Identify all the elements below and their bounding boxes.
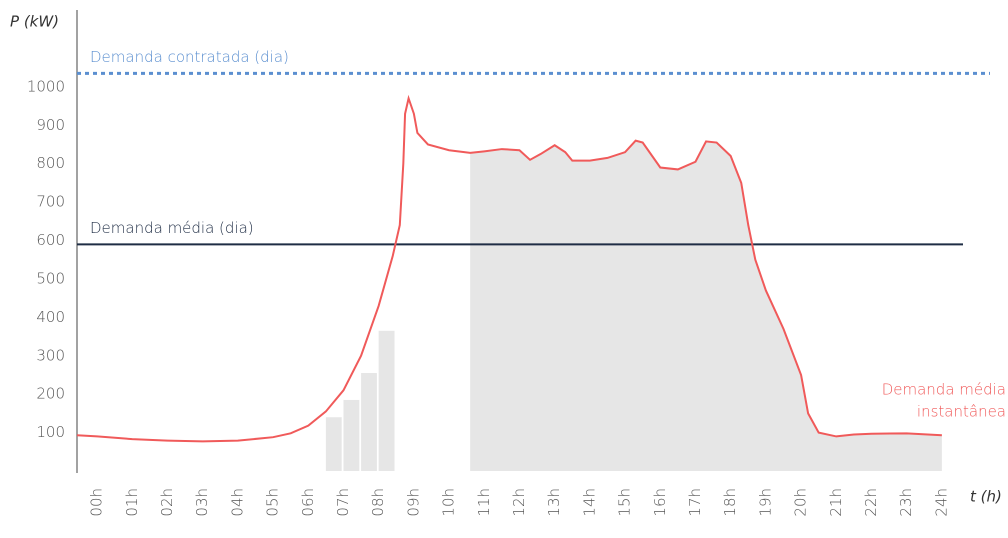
- bar: [343, 399, 360, 471]
- reference-label: Demanda média (dia): [90, 219, 254, 237]
- area: [470, 140, 942, 471]
- x-tick-label: 05h: [264, 488, 282, 517]
- y-tick-label: 600: [36, 231, 65, 249]
- x-tick-label: 12h: [510, 488, 528, 517]
- x-tick-label: 19h: [756, 488, 774, 517]
- y-tick-label: 1000: [27, 77, 65, 95]
- x-axis-label: t (h): [970, 488, 1002, 506]
- x-tick-label: 23h: [897, 488, 915, 517]
- y-tick-label: 700: [36, 193, 65, 211]
- x-tick-label: 08h: [369, 488, 387, 517]
- y-tick-label: 800: [36, 154, 65, 172]
- x-tick-label: 06h: [299, 488, 317, 517]
- x-tick-label: 04h: [228, 488, 246, 517]
- x-tick-label: 21h: [827, 488, 845, 517]
- y-tick-label: 300: [36, 346, 65, 364]
- y-tick-label: 400: [36, 308, 65, 326]
- x-tick-label: 17h: [686, 488, 704, 517]
- x-tick-label: 14h: [580, 488, 598, 517]
- x-tick-label: 20h: [792, 488, 810, 517]
- x-tick-label: 02h: [158, 488, 176, 517]
- bar: [361, 373, 377, 471]
- x-tick-label: 24h: [932, 488, 950, 517]
- legend-label: instantânea: [917, 403, 1006, 421]
- x-tick-label: 07h: [334, 488, 352, 517]
- bar: [325, 417, 342, 471]
- y-tick-label: 100: [36, 423, 65, 441]
- bar: [378, 330, 395, 471]
- x-tick-label: 01h: [123, 488, 141, 517]
- x-tick-label: 15h: [616, 488, 634, 517]
- y-tick-label: 900: [36, 116, 65, 134]
- y-tick-label: 500: [36, 269, 65, 287]
- reference-label: Demanda contratada (dia): [90, 48, 289, 66]
- line: [76, 94, 942, 443]
- x-tick-label: 16h: [651, 488, 669, 517]
- x-tick-label: 13h: [545, 488, 563, 517]
- y-axis-label: P (kW): [10, 13, 59, 31]
- x-tick-label: 10h: [440, 488, 458, 517]
- x-tick-label: 11h: [475, 488, 493, 517]
- x-tick-label: 22h: [862, 488, 880, 517]
- x-tick-label: 03h: [193, 488, 211, 517]
- y-tick-label: 200: [36, 385, 65, 403]
- x-tick-label: 09h: [404, 488, 422, 517]
- x-tick-label: 18h: [721, 488, 739, 517]
- legend-label: Demanda média: [882, 381, 1006, 399]
- x-tick-label: 00h: [88, 488, 106, 517]
